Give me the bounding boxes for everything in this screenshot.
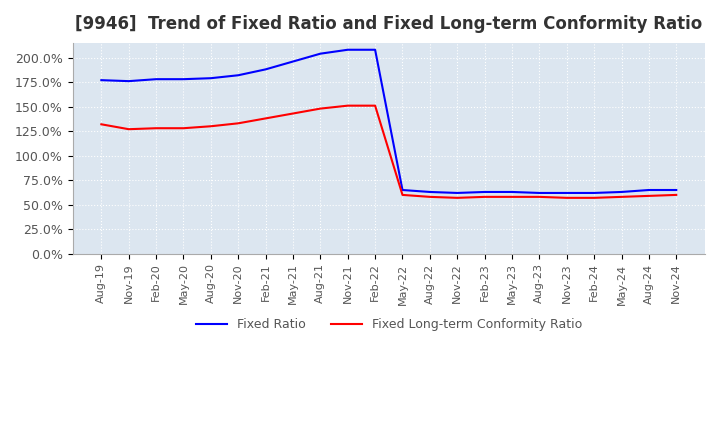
Fixed Ratio	[562, 191, 571, 196]
Line: Fixed Long-term Conformity Ratio: Fixed Long-term Conformity Ratio	[102, 106, 676, 198]
Fixed Long-term Conformity Ratio	[343, 103, 352, 108]
Fixed Ratio	[480, 189, 489, 194]
Fixed Long-term Conformity Ratio	[179, 125, 188, 131]
Fixed Long-term Conformity Ratio	[261, 116, 270, 121]
Fixed Ratio	[508, 189, 516, 194]
Fixed Ratio	[179, 77, 188, 82]
Fixed Ratio	[125, 78, 133, 84]
Fixed Long-term Conformity Ratio	[672, 192, 680, 198]
Fixed Ratio	[207, 76, 215, 81]
Fixed Ratio	[644, 187, 653, 193]
Fixed Ratio	[426, 189, 434, 194]
Fixed Long-term Conformity Ratio	[508, 194, 516, 199]
Fixed Long-term Conformity Ratio	[152, 125, 161, 131]
Fixed Long-term Conformity Ratio	[562, 195, 571, 201]
Fixed Ratio	[535, 191, 544, 196]
Fixed Ratio	[289, 59, 297, 64]
Fixed Ratio	[672, 187, 680, 193]
Fixed Long-term Conformity Ratio	[453, 195, 462, 201]
Fixed Ratio	[97, 77, 106, 83]
Fixed Long-term Conformity Ratio	[590, 195, 598, 201]
Fixed Long-term Conformity Ratio	[426, 194, 434, 199]
Title: [9946]  Trend of Fixed Ratio and Fixed Long-term Conformity Ratio: [9946] Trend of Fixed Ratio and Fixed Lo…	[75, 15, 703, 33]
Fixed Long-term Conformity Ratio	[234, 121, 243, 126]
Fixed Long-term Conformity Ratio	[371, 103, 379, 108]
Fixed Ratio	[453, 191, 462, 196]
Fixed Ratio	[617, 189, 626, 194]
Fixed Long-term Conformity Ratio	[97, 121, 106, 127]
Fixed Ratio	[343, 47, 352, 52]
Fixed Long-term Conformity Ratio	[535, 194, 544, 199]
Fixed Ratio	[261, 67, 270, 72]
Line: Fixed Ratio: Fixed Ratio	[102, 50, 676, 193]
Fixed Ratio	[152, 77, 161, 82]
Fixed Long-term Conformity Ratio	[617, 194, 626, 199]
Fixed Ratio	[590, 191, 598, 196]
Fixed Long-term Conformity Ratio	[480, 194, 489, 199]
Fixed Long-term Conformity Ratio	[316, 106, 325, 111]
Fixed Long-term Conformity Ratio	[398, 192, 407, 198]
Legend: Fixed Ratio, Fixed Long-term Conformity Ratio: Fixed Ratio, Fixed Long-term Conformity …	[191, 313, 587, 336]
Fixed Ratio	[316, 51, 325, 56]
Fixed Long-term Conformity Ratio	[644, 193, 653, 198]
Fixed Ratio	[234, 73, 243, 78]
Fixed Long-term Conformity Ratio	[289, 111, 297, 116]
Fixed Long-term Conformity Ratio	[207, 124, 215, 129]
Fixed Ratio	[371, 47, 379, 52]
Fixed Long-term Conformity Ratio	[125, 127, 133, 132]
Fixed Ratio	[398, 187, 407, 193]
